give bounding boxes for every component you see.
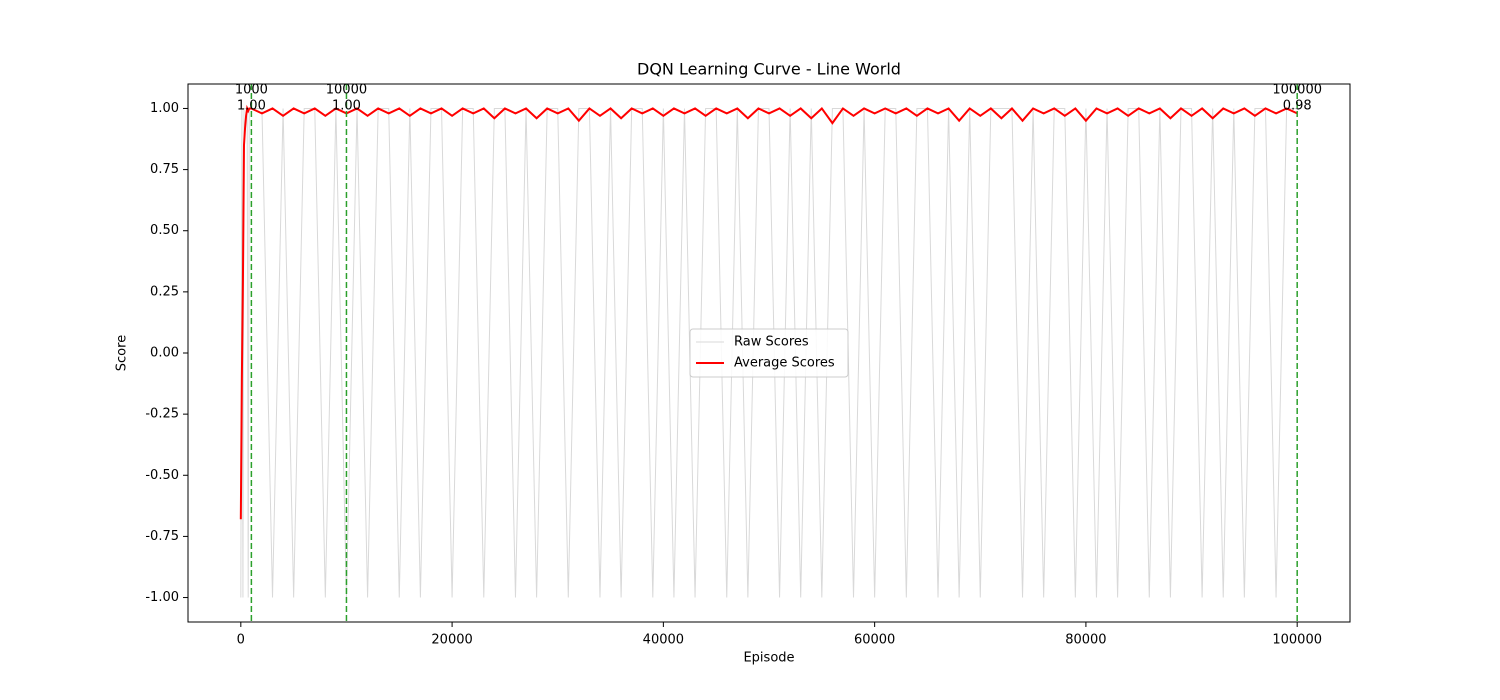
annotation-episode: 10000: [326, 83, 367, 98]
x-tick-label: 100000: [1272, 633, 1322, 648]
chart-title: DQN Learning Curve - Line World: [637, 60, 901, 79]
y-tick-label: 1.00: [150, 101, 179, 116]
y-tick-label: 0.75: [150, 162, 179, 177]
legend-label: Raw Scores: [734, 335, 809, 350]
x-tick-label: 20000: [431, 633, 472, 648]
y-axis-label: Score: [115, 335, 130, 371]
y-tick-label: -0.50: [145, 468, 179, 483]
plot-frame: [187, 83, 1351, 623]
legend-box: [689, 328, 849, 378]
y-tick-label: 0.25: [150, 284, 179, 299]
annotation-episode: 100000: [1272, 83, 1322, 98]
x-tick-label: 80000: [1065, 633, 1106, 648]
annotation-episode: 1000: [235, 83, 268, 98]
annotation-score: 1.00: [332, 99, 361, 114]
series-line: [239, 104, 1298, 520]
annotation-score: 1.00: [237, 99, 266, 114]
annotation-score: 0.98: [1283, 99, 1312, 114]
y-tick-label: -0.75: [145, 529, 179, 544]
legend-label: Average Scores: [734, 356, 835, 371]
x-tick-label: 0: [237, 633, 245, 648]
y-tick-label: -0.25: [145, 407, 179, 422]
y-tick-label: 0.50: [150, 223, 179, 238]
y-tick-label: 0.00: [150, 346, 179, 361]
x-tick-label: 40000: [643, 633, 684, 648]
y-tick-label: -1.00: [145, 590, 179, 605]
x-tick-label: 60000: [854, 633, 895, 648]
x-axis-label: Episode: [743, 651, 794, 666]
